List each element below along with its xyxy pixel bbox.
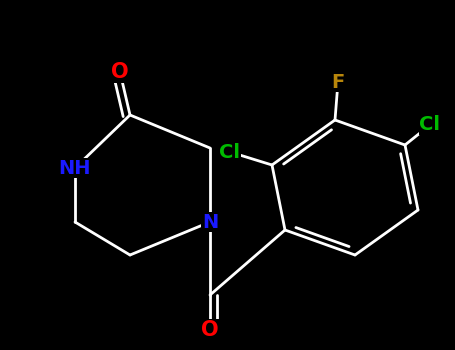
Text: N: N — [202, 212, 218, 231]
Text: Cl: Cl — [219, 142, 241, 161]
Text: O: O — [201, 320, 219, 340]
Text: Cl: Cl — [420, 116, 440, 134]
Text: O: O — [111, 62, 129, 82]
Text: F: F — [331, 72, 344, 91]
Text: NH: NH — [59, 159, 91, 177]
